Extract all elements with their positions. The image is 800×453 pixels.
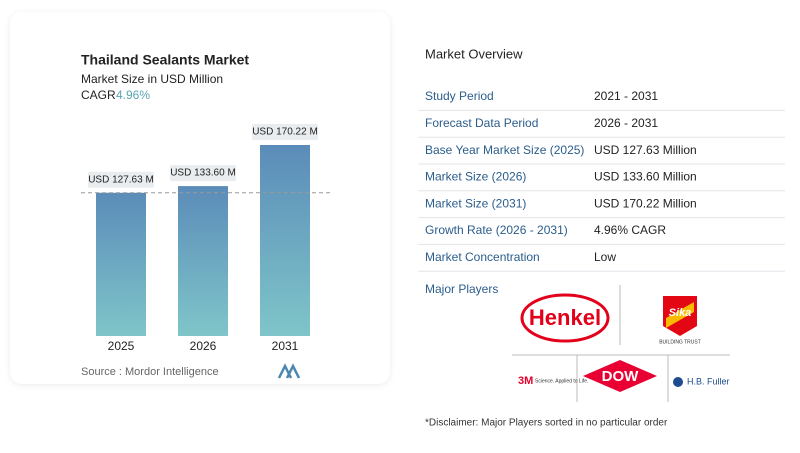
sika-text: Sika — [669, 307, 692, 319]
overview-value: 4.96% CAGR — [594, 223, 666, 237]
threem-logo: 3M Science. Applied to Life. — [518, 375, 588, 387]
overview-label: Base Year Market Size (2025) — [425, 143, 584, 157]
overview-label: Study Period — [425, 89, 494, 103]
x-tick-label: 2025 — [108, 339, 135, 353]
source: Source : Mordor Intelligence — [81, 366, 219, 378]
value-label: USD 127.63 M — [88, 174, 154, 185]
x-tick-label: 2031 — [272, 339, 299, 353]
chart-subtitle: Market Size in USD Million — [81, 72, 223, 86]
threem-tagline: Science. Applied to Life. — [535, 378, 588, 384]
value-label: USD 170.22 M — [252, 127, 318, 138]
overview-label: Market Size (2026) — [425, 170, 526, 184]
bar — [260, 145, 310, 336]
overview-value: Low — [594, 250, 616, 264]
sika-logo: Sika BUILDING TRUST — [659, 296, 701, 345]
fuller-logo: H.B. Fuller — [673, 376, 730, 387]
overview-label: Market Size (2031) — [425, 196, 526, 210]
fuller-text: H.B. Fuller — [687, 376, 730, 386]
value-label-bg — [88, 171, 154, 188]
overview-title: Market Overview — [425, 46, 523, 61]
disclaimer: *Disclaimer: Major Players sorted in no … — [425, 418, 668, 429]
overview-label: Growth Rate (2026 - 2031) — [425, 223, 568, 237]
bar — [96, 192, 146, 336]
henkel-logo: Henkel — [520, 293, 610, 343]
overview-label: Forecast Data Period — [425, 116, 538, 130]
logo-grid — [512, 285, 730, 402]
bar — [178, 186, 228, 336]
dow-text: DOW — [602, 368, 640, 385]
overview-label: Market Concentration — [425, 250, 540, 264]
value-label: USD 133.60 M — [170, 168, 236, 179]
players-label: Major Players — [425, 282, 498, 296]
overview-value: USD 170.22 Million — [594, 196, 697, 210]
dow-logo: DOW — [583, 360, 657, 392]
value-label-bg — [170, 165, 236, 182]
overview-value: USD 127.63 Million — [594, 143, 697, 157]
cagr-value: 4.96% — [116, 88, 150, 102]
source-logo — [277, 363, 301, 379]
overview-value: USD 133.60 Million — [594, 170, 697, 184]
value-label-bg — [252, 124, 318, 140]
sika-tagline: BUILDING TRUST — [659, 339, 701, 345]
henkel-text: Henkel — [529, 305, 601, 330]
x-tick-label: 2026 — [190, 339, 217, 353]
overview-value: 2021 - 2031 — [594, 89, 658, 103]
cagr-label: CAGR — [81, 88, 116, 102]
overview-value: 2026 - 2031 — [594, 116, 658, 130]
chart-title: Thailand Sealants Market — [81, 52, 249, 68]
threem-text: 3M — [518, 375, 533, 387]
